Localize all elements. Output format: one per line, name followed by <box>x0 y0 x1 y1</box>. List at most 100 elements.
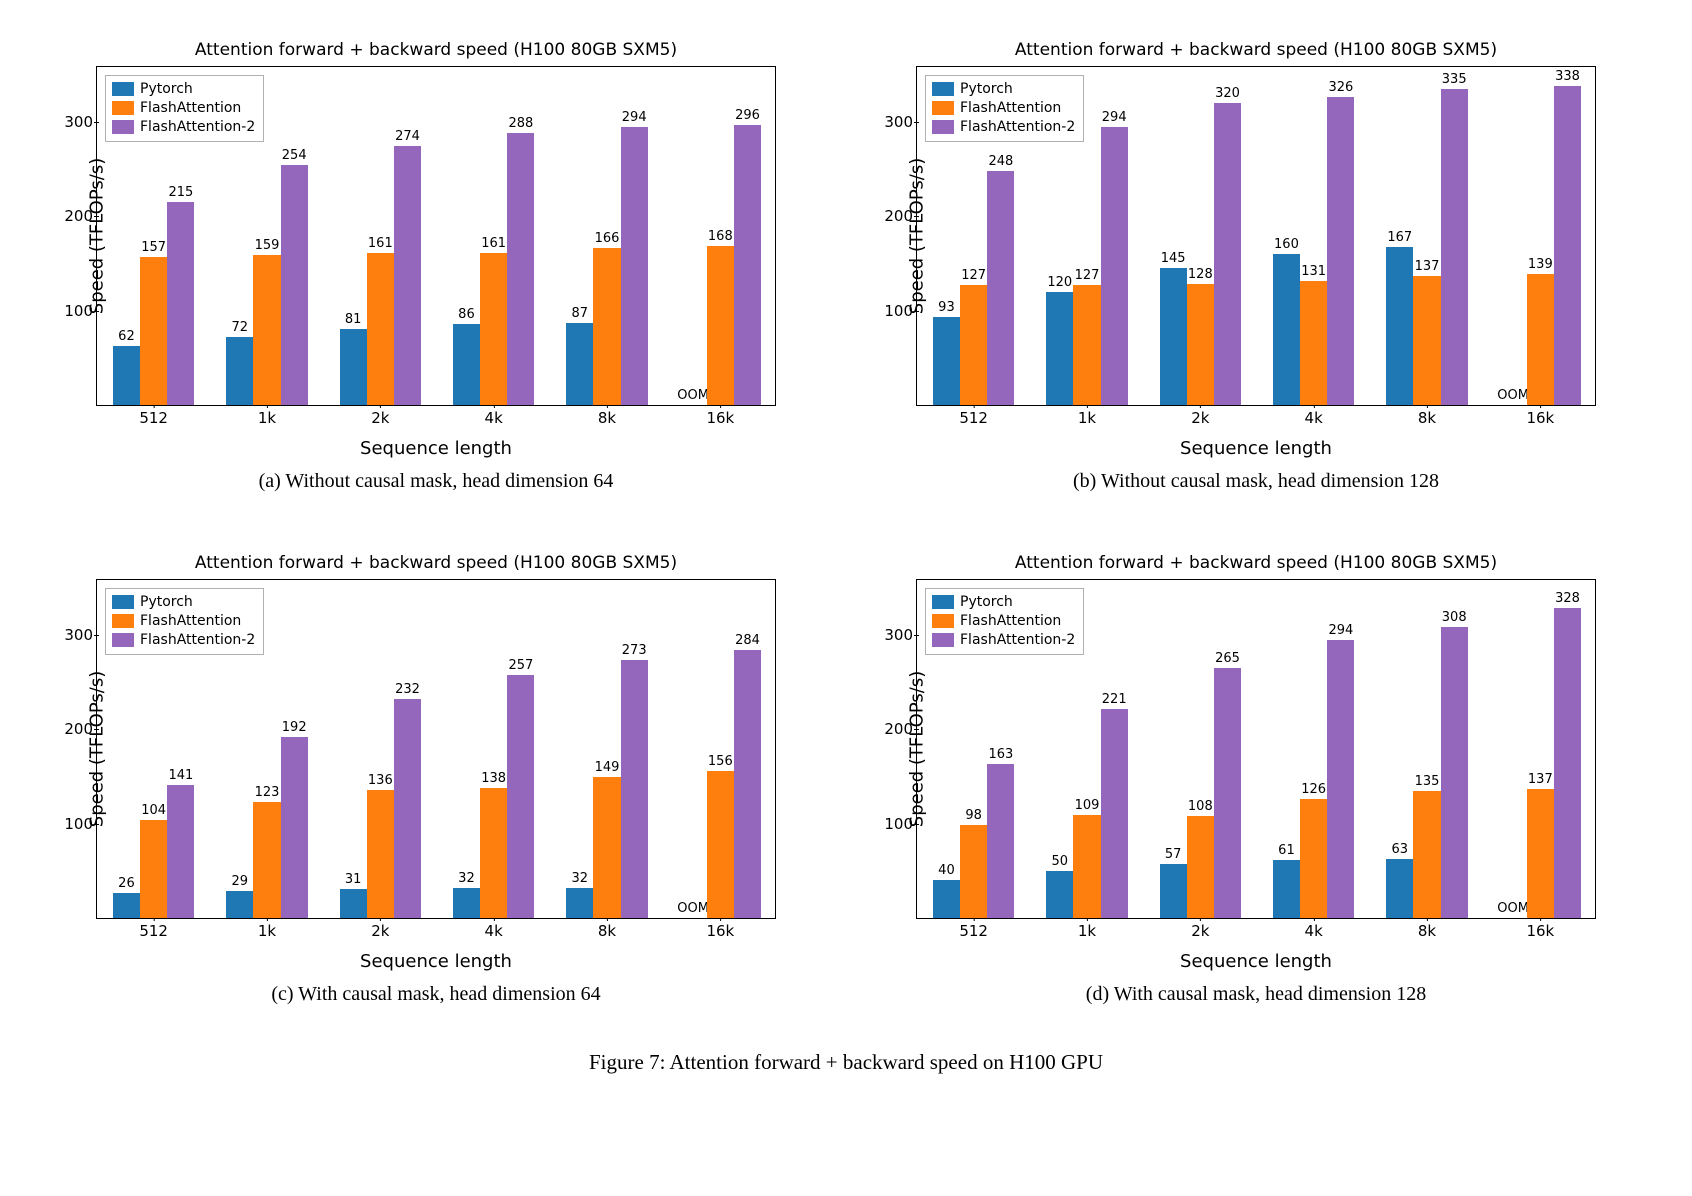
oom-label: OOM <box>1497 388 1529 403</box>
bar <box>253 255 280 405</box>
bar <box>394 146 421 405</box>
bar <box>167 202 194 405</box>
bar-value-label: 108 <box>1188 799 1213 814</box>
x-axis-label: Sequence length <box>360 951 512 972</box>
bar <box>1327 97 1354 405</box>
y-ticks: 100200300 <box>873 67 913 405</box>
bar-value-label: 126 <box>1301 782 1326 797</box>
bar-value-label: 72 <box>232 320 249 335</box>
legend: PytorchFlashAttentionFlashAttention-2 <box>105 75 264 142</box>
y-tick: 200 <box>53 720 93 738</box>
bar <box>453 324 480 405</box>
bar <box>1214 668 1241 918</box>
bar <box>1187 284 1214 405</box>
legend-item: Pytorch <box>112 593 255 612</box>
bar-value-label: 257 <box>508 658 533 673</box>
bar <box>507 133 534 405</box>
bar-value-label: 87 <box>572 306 589 321</box>
y-tick: 300 <box>873 113 913 131</box>
bar <box>167 785 194 918</box>
bar-value-label: 157 <box>141 240 166 255</box>
chart-area: Speed (TFLOPs/s)Sequence length100200300… <box>96 579 776 919</box>
bar <box>1300 281 1327 405</box>
bar <box>566 888 593 918</box>
x-axis-label: Sequence length <box>360 438 512 459</box>
bar-value-label: 93 <box>938 300 955 315</box>
legend-swatch <box>112 120 134 134</box>
bar-value-label: 163 <box>988 747 1013 762</box>
bar-value-label: 81 <box>345 312 362 327</box>
bar <box>1441 627 1468 918</box>
subcaption: (d) With causal mask, head dimension 128 <box>1086 983 1426 1006</box>
legend-item: Pytorch <box>932 593 1075 612</box>
bar-value-label: 139 <box>1528 257 1553 272</box>
y-tick: 300 <box>873 626 913 644</box>
subcaption: (b) Without causal mask, head dimension … <box>1073 470 1439 493</box>
bar <box>1527 789 1554 918</box>
bar-value-label: 137 <box>1528 772 1553 787</box>
legend-label: FlashAttention-2 <box>140 631 255 650</box>
bar-value-label: 156 <box>708 754 733 769</box>
bar-value-label: 294 <box>1102 110 1127 125</box>
bar-value-label: 120 <box>1047 275 1072 290</box>
legend-item: FlashAttention <box>112 612 255 631</box>
bar-value-label: 192 <box>282 720 307 735</box>
bar <box>621 660 648 918</box>
bar-value-label: 57 <box>1165 847 1182 862</box>
bar-value-label: 338 <box>1555 69 1580 84</box>
bar-value-label: 265 <box>1215 651 1240 666</box>
bar <box>1160 864 1187 918</box>
y-tick: 200 <box>873 720 913 738</box>
y-tick: 300 <box>53 626 93 644</box>
bar-value-label: 328 <box>1555 591 1580 606</box>
bar-value-label: 335 <box>1442 72 1467 87</box>
bar-value-label: 161 <box>481 236 506 251</box>
x-tick: 512 <box>139 922 168 940</box>
bar-value-label: 131 <box>1301 264 1326 279</box>
bar <box>1101 709 1128 918</box>
bar <box>367 253 394 405</box>
x-ticks: 5121k2k4k8k16k <box>97 409 775 431</box>
y-tick: 100 <box>53 815 93 833</box>
figure-caption: Figure 7: Attention forward + backward s… <box>66 1050 1626 1075</box>
bar-value-label: 29 <box>232 874 249 889</box>
legend-label: FlashAttention <box>140 99 241 118</box>
legend-item: FlashAttention-2 <box>112 118 255 137</box>
bar <box>1413 791 1440 919</box>
bar <box>507 675 534 918</box>
bar <box>1441 89 1468 405</box>
bar <box>113 346 140 405</box>
y-tick: 200 <box>873 207 913 225</box>
bar-value-label: 32 <box>458 871 475 886</box>
x-tick: 16k <box>706 409 734 427</box>
bar-value-label: 63 <box>1392 842 1409 857</box>
subcaption: (c) With causal mask, head dimension 64 <box>271 983 600 1006</box>
legend-swatch <box>932 614 954 628</box>
legend-label: FlashAttention-2 <box>140 118 255 137</box>
x-tick: 1k <box>1078 922 1096 940</box>
bar <box>480 788 507 918</box>
bar <box>1413 276 1440 405</box>
bar <box>340 329 367 406</box>
bar <box>253 802 280 918</box>
bar <box>1160 268 1187 405</box>
bar-value-label: 26 <box>118 876 135 891</box>
chart-area: Speed (TFLOPs/s)Sequence length100200300… <box>916 579 1596 919</box>
bar <box>933 317 960 405</box>
bar-value-label: 40 <box>938 863 955 878</box>
bar-value-label: 104 <box>141 803 166 818</box>
bar <box>140 820 167 918</box>
bar-value-label: 61 <box>1278 843 1295 858</box>
x-tick: 2k <box>371 409 389 427</box>
panel-title: Attention forward + backward speed (H100… <box>1015 553 1497 573</box>
panel-title: Attention forward + backward speed (H100… <box>1015 40 1497 60</box>
legend-item: FlashAttention <box>932 612 1075 631</box>
legend-swatch <box>112 101 134 115</box>
oom-label: OOM <box>677 388 709 403</box>
legend-swatch <box>932 595 954 609</box>
bar-value-label: 159 <box>255 238 280 253</box>
bar <box>593 777 620 918</box>
x-tick: 4k <box>485 922 503 940</box>
legend-label: FlashAttention-2 <box>960 118 1075 137</box>
legend-item: FlashAttention <box>112 99 255 118</box>
